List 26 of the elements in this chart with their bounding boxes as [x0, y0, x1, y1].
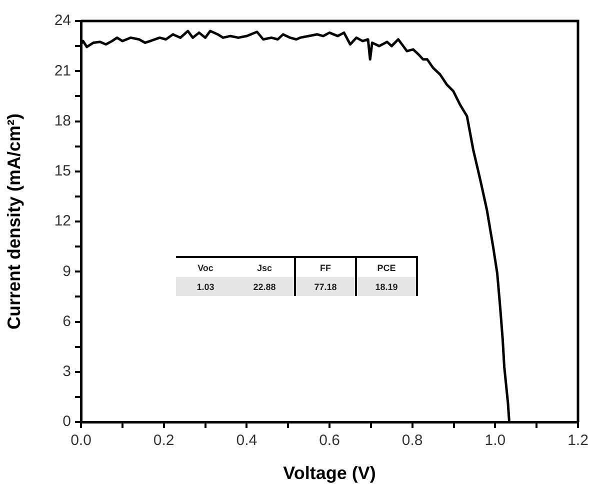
y-axis-title: Current density (mA/cm²) — [4, 113, 24, 330]
x-tick-label: 1.2 — [568, 432, 588, 450]
y-tick-label: 24 — [54, 12, 71, 30]
annotation: 1.03 — [176, 277, 235, 296]
annotation: 77.18 — [295, 277, 356, 296]
x-tick-label: 0.6 — [319, 432, 340, 450]
y-tick-label: 12 — [54, 212, 71, 230]
x-tick-label: 0.2 — [153, 432, 174, 450]
y-tick-label: 6 — [62, 312, 71, 330]
x-tick-label: 1.0 — [484, 432, 506, 450]
annotation: FF — [295, 257, 356, 277]
y-tick-label: 18 — [54, 112, 71, 130]
y-tick-label: 9 — [62, 262, 71, 280]
y-tick-label: 3 — [62, 363, 71, 380]
x-tick-label: 0.8 — [402, 432, 423, 450]
y-tick-label: 0 — [62, 413, 71, 430]
annotation: 18.19 — [356, 277, 417, 296]
annotation: PCE — [356, 257, 417, 277]
y-tick-label: 15 — [54, 162, 71, 180]
annotation: 22.88 — [235, 277, 295, 296]
annotation: Voc — [176, 257, 235, 277]
x-tick-label: 0.0 — [70, 432, 92, 450]
x-tick-label: 0.4 — [236, 432, 258, 450]
y-tick-label: 21 — [54, 62, 71, 80]
annotation: Jsc — [235, 257, 295, 277]
x-axis-title: Voltage (V) — [283, 463, 376, 484]
